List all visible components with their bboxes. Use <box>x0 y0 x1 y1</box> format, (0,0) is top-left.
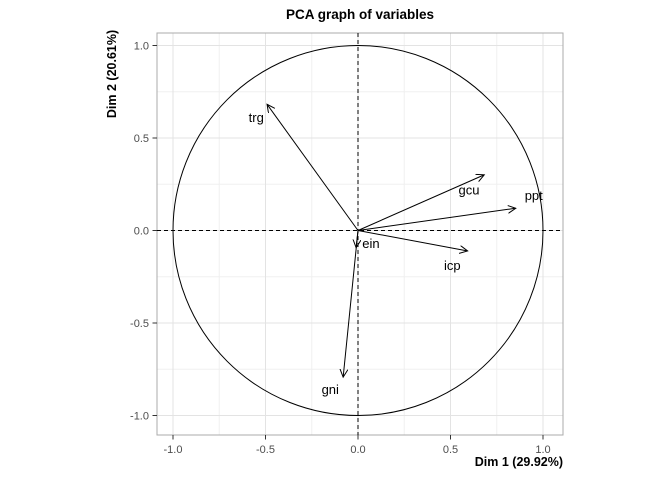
variable-arrow-gni <box>343 230 359 377</box>
correlation-circle <box>172 45 544 416</box>
variable-label-icp: icp <box>444 258 461 273</box>
variable-arrow-ppt <box>357 208 515 231</box>
axis-ticks: -1.0 -0.5 0.0 0.5 1.0 -1.0 -0.5 0.0 0.5 1.0 <box>130 41 551 457</box>
y-tick-label: 1.0 <box>134 41 149 53</box>
variable-label-gcu: gcu <box>459 182 480 197</box>
variable-arrow-trg <box>267 105 359 231</box>
x-tick-label: 0.5 <box>443 444 458 456</box>
panel-background <box>157 33 563 435</box>
x-tick-label: -0.5 <box>256 444 275 456</box>
variable-arrow-gcu <box>357 175 484 231</box>
y-tick-label: -0.5 <box>130 318 149 330</box>
plot-title: PCA graph of variables <box>286 7 434 22</box>
x-tick-label: 1.0 <box>535 444 550 456</box>
panel-border-rect <box>156 32 564 436</box>
variable-label-trg: trg <box>249 110 264 125</box>
variable-label-ppt: ppt <box>525 188 543 203</box>
geometry-layer: trg gcu ppt icp ein gni <box>157 33 563 435</box>
panel-rect <box>157 33 563 435</box>
variable-label-ein: ein <box>362 236 379 251</box>
x-tick-label: 0.0 <box>350 444 365 456</box>
y-tick-label: -1.0 <box>130 411 149 423</box>
y-axis-title: Dim 2 (20.61%) <box>105 30 119 118</box>
x-tick-label: -1.0 <box>164 444 183 456</box>
variable-arrow-icp <box>357 230 467 251</box>
x-axis-title: Dim 1 (29.92%) <box>475 455 563 469</box>
panel-border <box>156 32 564 436</box>
y-tick-label: 0.5 <box>134 133 149 145</box>
variable-label-gni: gni <box>322 382 339 397</box>
y-tick-label: 0.0 <box>134 226 149 238</box>
